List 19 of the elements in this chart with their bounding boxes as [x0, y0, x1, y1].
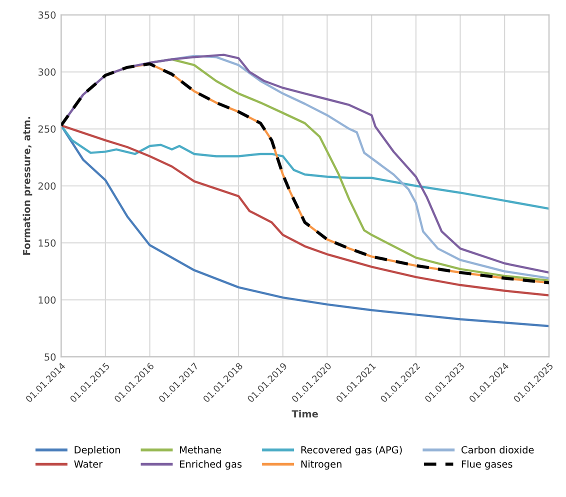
- legend-label: Carbon dioxide: [462, 446, 534, 454]
- legend-label: Flue gases: [462, 460, 512, 470]
- legend-label: Recovered gas (APG): [301, 446, 402, 456]
- x-axis-title: Time: [292, 410, 318, 418]
- legend-label: Nitrogen: [301, 460, 342, 470]
- legend-label: Depletion: [74, 446, 120, 456]
- line-series: [61, 124, 550, 210]
- legend-label: Enriched gas: [180, 460, 242, 470]
- y-tick-label: 350: [38, 11, 56, 19]
- y-tick-label: 50: [44, 353, 56, 361]
- y-tick-label: 300: [38, 68, 56, 76]
- line-series: [61, 124, 550, 296]
- y-axis-title: Formation pressure, atm.: [22, 117, 32, 255]
- y-tick-label: 100: [38, 296, 56, 304]
- y-tick-label: 250: [38, 125, 56, 133]
- y-tick-label: 200: [38, 182, 56, 190]
- legend-label: Methane: [180, 446, 222, 454]
- y-tick-label: 150: [38, 239, 56, 247]
- legend-label: Water: [74, 460, 103, 468]
